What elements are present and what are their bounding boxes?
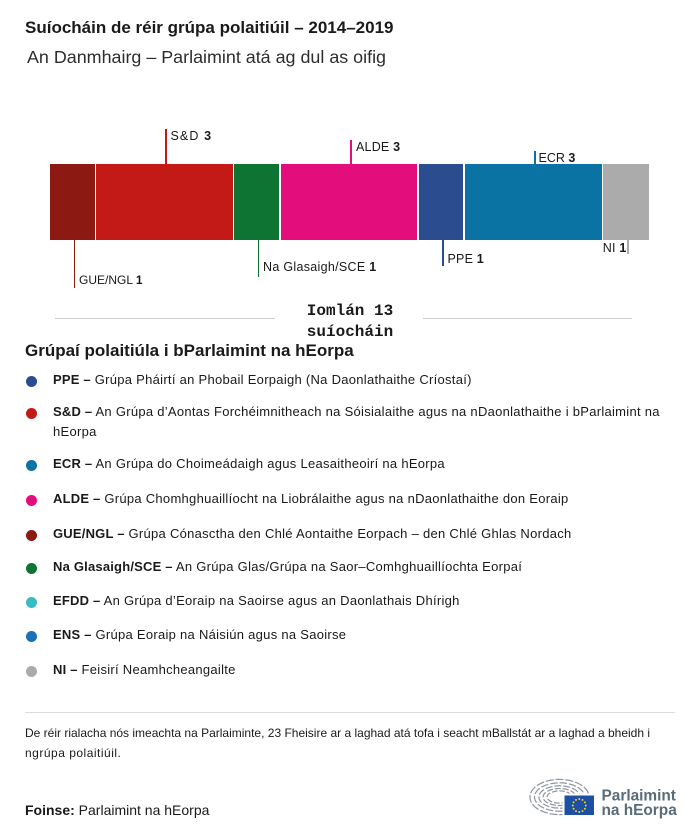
svg-text:Parlaimint: Parlaimint: [602, 787, 676, 804]
svg-text:na hEorpa: na hEorpa: [602, 802, 678, 819]
